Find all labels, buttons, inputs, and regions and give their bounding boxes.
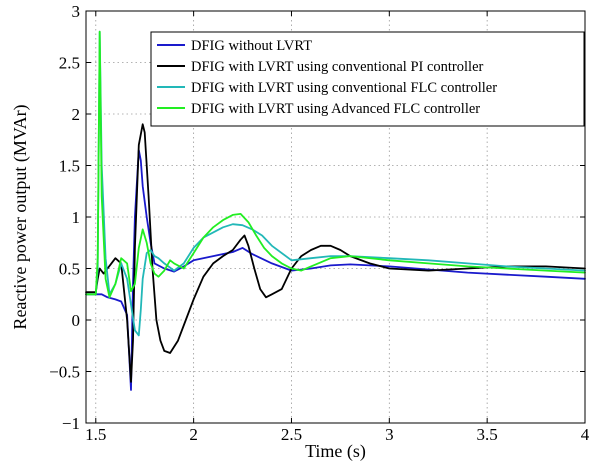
y-tick-label: 2 [72,105,81,124]
axis-ticks: 1.5 2 2.5 3 3.5 4 −1 −0.5 0 0.5 1 1.5 2 2.5 3 [49,2,590,444]
y-tick-label: −0.5 [49,363,80,382]
legend-box [150,31,585,127]
y-tick-label: 2.5 [59,54,80,73]
x-tick-label: 3.5 [477,425,498,444]
series-line-1 [85,149,586,391]
y-tick-label: 1.5 [59,157,80,176]
x-tick-label: 2 [189,425,198,444]
legend-label: DFIG without LVRT [191,38,312,54]
y-tick-label: 1 [72,208,81,227]
x-tick-label: 2.5 [281,425,302,444]
x-tick-label: 4 [581,425,590,444]
y-tick-label: 3 [72,2,81,21]
y-tick-label: 0.5 [59,260,80,279]
legend: DFIG without LVRT DFIG with LVRT using co… [150,31,585,127]
series-layer [85,30,586,391]
x-axis-title: Time (s) [305,441,366,461]
legend-label: DFIG with LVRT using Advanced FLC contro… [191,101,480,117]
series-line-4 [85,30,586,299]
y-tick-label: −1 [62,414,80,433]
legend-label: DFIG with LVRT using conventional FLC co… [191,80,497,96]
x-tick-label: 3 [385,425,394,444]
legend-items: DFIG without LVRT DFIG with LVRT using co… [157,38,497,117]
y-tick-label: 0 [72,311,81,330]
y-axis-title: Reactive power output (MVAr) [10,104,31,329]
x-tick-label: 1.5 [85,425,106,444]
series-line-2 [85,123,586,383]
legend-label: DFIG with LVRT using conventional PI con… [191,59,484,75]
